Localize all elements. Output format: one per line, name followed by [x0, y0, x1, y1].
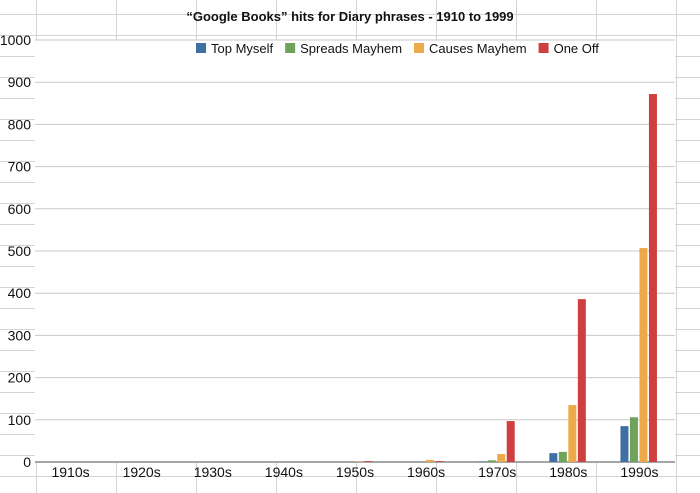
bar-one-off [577, 299, 586, 462]
legend-swatch [538, 43, 549, 53]
bar-top-myself [549, 453, 558, 462]
x-tick-label: 1940s [265, 464, 303, 480]
legend-label: Spreads Mayhem [300, 41, 402, 56]
bar-spreads-mayhem [558, 451, 567, 462]
bar-causes-mayhem [497, 453, 506, 462]
y-tick-label: 0 [23, 454, 31, 470]
y-tick-label: 500 [8, 243, 32, 259]
x-tick-label: 1910s [51, 464, 89, 480]
legend-label: Top Myself [211, 41, 274, 56]
bar-causes-mayhem [568, 405, 577, 462]
y-tick-label: 400 [8, 285, 32, 301]
y-tick-label: 1000 [0, 32, 31, 48]
y-tick-label: 700 [8, 159, 32, 175]
bar-one-off [648, 94, 657, 463]
y-tick-label: 200 [8, 370, 32, 386]
x-tick-label: 1930s [194, 464, 232, 480]
bar-one-off [506, 421, 515, 462]
x-tick-label: 1980s [549, 464, 587, 480]
bar-spreads-mayhem [629, 417, 638, 462]
bar-causes-mayhem [639, 248, 648, 462]
y-tick-label: 100 [8, 412, 32, 428]
x-tick-label: 1950s [336, 464, 374, 480]
legend-label: Causes Mayhem [429, 41, 527, 56]
x-tick-label: 1920s [123, 464, 161, 480]
y-tick-label: 300 [8, 327, 32, 343]
y-tick-label: 900 [8, 74, 32, 90]
chart-title: “Google Books” hits for Diary phrases - … [186, 9, 513, 24]
bar-top-myself [620, 426, 629, 462]
bar-causes-mayhem [426, 459, 435, 462]
x-tick-label: 1960s [407, 464, 445, 480]
x-tick-label: 1970s [478, 464, 516, 480]
x-tick-label: 1990s [620, 464, 658, 480]
legend-swatch [285, 43, 296, 53]
bar-spreads-mayhem [487, 460, 496, 462]
legend-label: One Off [554, 41, 600, 56]
bar-one-off [364, 461, 373, 462]
legend-swatch [414, 43, 425, 53]
legend-swatch [196, 43, 206, 53]
y-tick-label: 600 [8, 201, 32, 217]
bar-one-off [435, 461, 444, 462]
y-tick-label: 800 [8, 116, 32, 132]
